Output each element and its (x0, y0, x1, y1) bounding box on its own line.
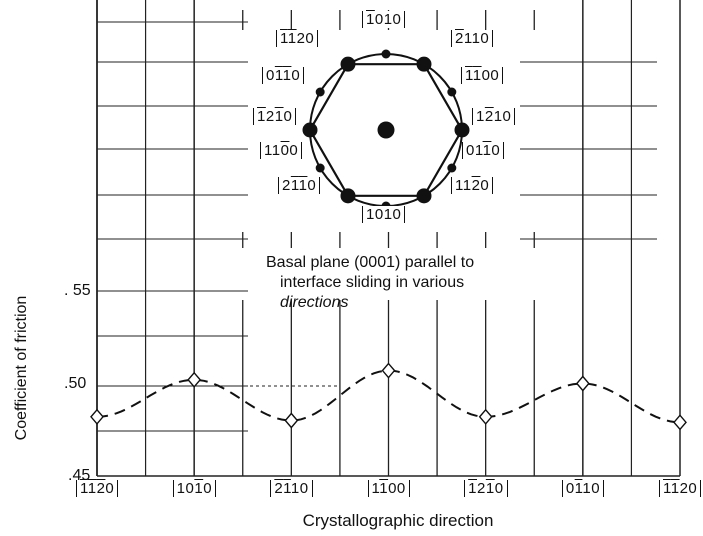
edge-midpoint-atom (315, 163, 325, 173)
x-tick-label: 1120 (659, 480, 702, 497)
edge-midpoint-atom (447, 163, 457, 173)
inset-direction-label: 1120 (451, 177, 494, 194)
inset-direction-label: 1210 (472, 108, 516, 125)
x-tick-label: 1010 (172, 480, 217, 497)
x-tick-label: 0110 (561, 480, 605, 497)
data-point-diamond (381, 362, 396, 379)
x-axis-label: Crystallographic direction (302, 511, 494, 530)
hexagon-vertex-atom (340, 56, 356, 72)
annotation-line-2: interface sliding in various (280, 274, 465, 291)
center-atom (377, 121, 395, 139)
inset-direction-label: 2110 (451, 30, 494, 47)
edge-midpoint-atom (447, 87, 457, 97)
y-tick-label: .45 (68, 467, 91, 484)
x-tick-label: 2110 (270, 480, 313, 497)
inset-direction-label: 0110 (262, 67, 305, 84)
inset-direction-label: 1210 (253, 108, 297, 125)
inset-direction-label: 1010 (362, 206, 406, 223)
hexagon-vertex-atom (454, 122, 470, 138)
hexagon-vertex-atom (416, 188, 432, 204)
data-points (90, 362, 687, 431)
inset-direction-label: 1100 (260, 142, 303, 159)
y-axis-label: Coefficient of friction (13, 295, 30, 441)
data-point-diamond (90, 408, 104, 425)
inset-direction-label: 2110 (278, 177, 321, 194)
edge-midpoint-atom (315, 87, 325, 97)
hexagon-vertex-atom (302, 122, 318, 138)
data-point-diamond (673, 414, 687, 431)
edge-midpoint-atom (381, 49, 391, 59)
data-point-diamond (284, 412, 299, 429)
annotation-line-3: directions (280, 294, 349, 311)
inset-direction-label: 1010 (362, 11, 406, 28)
x-tick-label: 1100 (367, 480, 410, 497)
inset-direction-label: 1120 (276, 30, 319, 47)
y-tick-label: .50 (64, 374, 87, 392)
x-tick-label: 1120 (76, 480, 119, 497)
hexagon-vertex-atom (416, 56, 432, 72)
y-tick-label: . 55 (64, 282, 91, 299)
annotation: Basal plane (0001) parallel to interface… (266, 253, 474, 313)
hexagon-inset (302, 49, 470, 211)
x-tick-label: 1210 (464, 480, 508, 497)
data-point-diamond (478, 408, 493, 425)
inset-direction-label: 0110 (462, 142, 505, 159)
data-point-diamond (187, 371, 202, 388)
annotation-line-1: Basal plane (0001) parallel to (266, 254, 475, 271)
inset-direction-label: 1100 (461, 67, 504, 84)
data-point-diamond (575, 375, 590, 392)
hexagon-vertex-atom (340, 188, 356, 204)
